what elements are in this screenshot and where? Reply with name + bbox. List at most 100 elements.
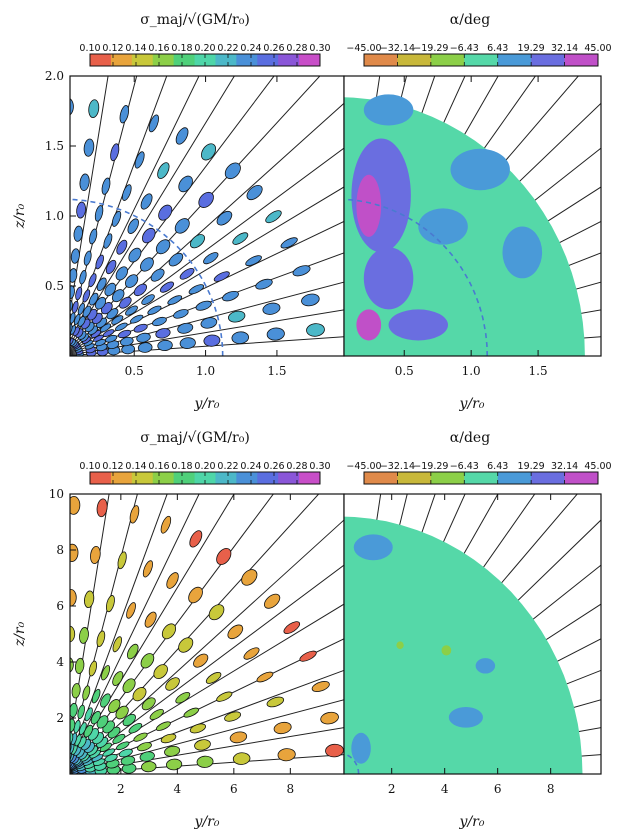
colorbar-segment <box>364 54 398 66</box>
radial-line <box>70 494 200 764</box>
colorbar-segment <box>236 54 258 66</box>
x-tick-label: 4 <box>174 782 182 796</box>
ellipse-marker <box>83 138 95 157</box>
colorbar-sigma-bottom: σ_maj/√(GM/r₀) 0.10 0.12 0.14 0.16 0.18 0.20 0… <box>79 430 331 485</box>
ellipse-marker <box>141 761 157 773</box>
ellipse-marker <box>246 184 263 201</box>
ellipse-marker <box>77 302 85 316</box>
ellipse-marker <box>311 681 330 692</box>
colorbar-segment <box>464 54 499 66</box>
x-tick-label: 2 <box>388 782 396 796</box>
ellipse-marker <box>160 515 172 534</box>
ellipse-marker <box>95 254 104 270</box>
ellipse-marker <box>133 323 148 333</box>
colorbar-sigma-title: σ_maj/√(GM/r₀) <box>140 430 250 446</box>
ellipse-marker <box>266 327 285 341</box>
colorbar-segment <box>397 472 432 484</box>
ellipse-marker <box>96 630 106 648</box>
x-tick-label: 0.5 <box>395 364 414 378</box>
ellipse-marker <box>216 210 233 226</box>
colorbar-segment <box>464 472 499 484</box>
ellipse-marker <box>79 270 87 285</box>
colorbar-tick-label: 0.30 <box>309 461 330 472</box>
ellipse-marker <box>222 290 239 302</box>
ellipse-marker <box>111 315 124 325</box>
ellipse-marker <box>141 697 156 711</box>
alpha-patch <box>441 645 452 656</box>
ellipse-marker <box>70 495 81 515</box>
x-axis-label: y/r₀ <box>194 396 220 412</box>
colorbar-frame <box>363 471 599 485</box>
colorbar-tick-label: 0.22 <box>217 43 238 54</box>
y-tick-label: 2.0 <box>45 69 64 83</box>
ellipse-marker <box>70 268 78 283</box>
colorbar-alpha-top: α/deg −45.00−32.14−19.29 −6.43 6.43 19.29 32… <box>346 12 612 67</box>
colorbar-sigma-ticks: 0.10 0.12 0.14 0.16 0.18 0.20 0.22 0.24 0.26 0.28… <box>79 43 331 67</box>
ellipse-marker <box>88 99 100 119</box>
ellipse-marker <box>157 162 170 179</box>
ellipse-marker <box>165 677 180 691</box>
ellipse-marker <box>72 300 79 314</box>
ellipse-marker <box>117 551 127 570</box>
y-tick-label: 10 <box>49 487 64 501</box>
ellipse-marker <box>155 721 171 731</box>
ellipse-marker <box>245 255 262 267</box>
ellipse-marker <box>164 745 181 757</box>
colorbar-segment <box>152 472 175 484</box>
panel-bottom-left: 2 4 6 8 2 4 6 8 10 <box>49 487 345 796</box>
colorbar-segment <box>430 54 465 66</box>
colorbar-alpha-ticks: −45.00−32.14−19.29 −6.43 6.43 19.29 32.14 45.… <box>346 461 612 485</box>
ellipse-marker <box>79 173 90 192</box>
colorbar-segment <box>194 54 216 66</box>
ellipse-marker <box>320 711 339 725</box>
colorbar-tick-label: −6.43 <box>450 43 479 54</box>
ellipse-marker <box>90 545 101 565</box>
ellipse-marker <box>152 316 167 327</box>
alpha-patch <box>396 641 404 650</box>
ellipse-marker <box>213 271 230 282</box>
ellipse-marker <box>125 305 138 316</box>
alpha-field <box>344 94 585 356</box>
ellipse-marker <box>155 328 171 339</box>
ellipse-marker <box>112 636 122 653</box>
colorbar-frame <box>363 53 599 67</box>
colorbar-segment <box>531 472 566 484</box>
colorbar-tick-label: −19.29 <box>413 461 448 472</box>
colorbar-segment <box>299 472 321 484</box>
ellipse-marker <box>188 284 205 295</box>
alpha-patch <box>363 247 414 310</box>
alpha-field <box>344 516 583 774</box>
colorbar-tick-label: 0.18 <box>171 43 192 54</box>
ellipse-marker <box>177 322 194 334</box>
ellipse-marker <box>70 299 73 313</box>
colorbar-tick-label: 0.16 <box>148 461 169 472</box>
ellipse-marker <box>76 201 87 219</box>
ellipse-marker <box>82 289 91 303</box>
ellipse-marker <box>83 250 92 266</box>
ellipse-markers <box>70 97 325 356</box>
ellipse-marker <box>88 273 97 288</box>
ellipse-marker <box>132 687 147 702</box>
y-tick-label: 1.5 <box>45 139 64 153</box>
ellipse-marker <box>224 711 242 722</box>
axes-frame <box>343 493 602 775</box>
ellipse-marker <box>160 733 177 744</box>
y-tick-label: 6 <box>56 599 64 613</box>
ellipse-marker <box>102 748 116 757</box>
radial-line <box>70 76 235 346</box>
ellipse-marker <box>73 225 83 242</box>
ellipse-marker <box>188 586 203 604</box>
ellipse-marker <box>103 233 113 249</box>
colorbar-sigma-top: σ_maj/√(GM/r₀) 0.10 0.12 0.14 0.16 0.18 0.20 0… <box>79 12 331 67</box>
colorbar-tick-label: 0.12 <box>102 461 123 472</box>
radial-line <box>70 519 344 770</box>
colorbar-segment <box>131 54 154 66</box>
ellipse-marker <box>96 277 107 292</box>
ellipse-marker <box>157 339 173 352</box>
alpha-region-base <box>344 516 583 774</box>
ellipse-marker <box>306 323 325 337</box>
ellipse-marker <box>119 296 132 309</box>
x-tick-label: 6 <box>494 782 502 796</box>
colorbar-segment <box>299 54 321 66</box>
colorbar-tick-label: 19.29 <box>518 461 545 472</box>
